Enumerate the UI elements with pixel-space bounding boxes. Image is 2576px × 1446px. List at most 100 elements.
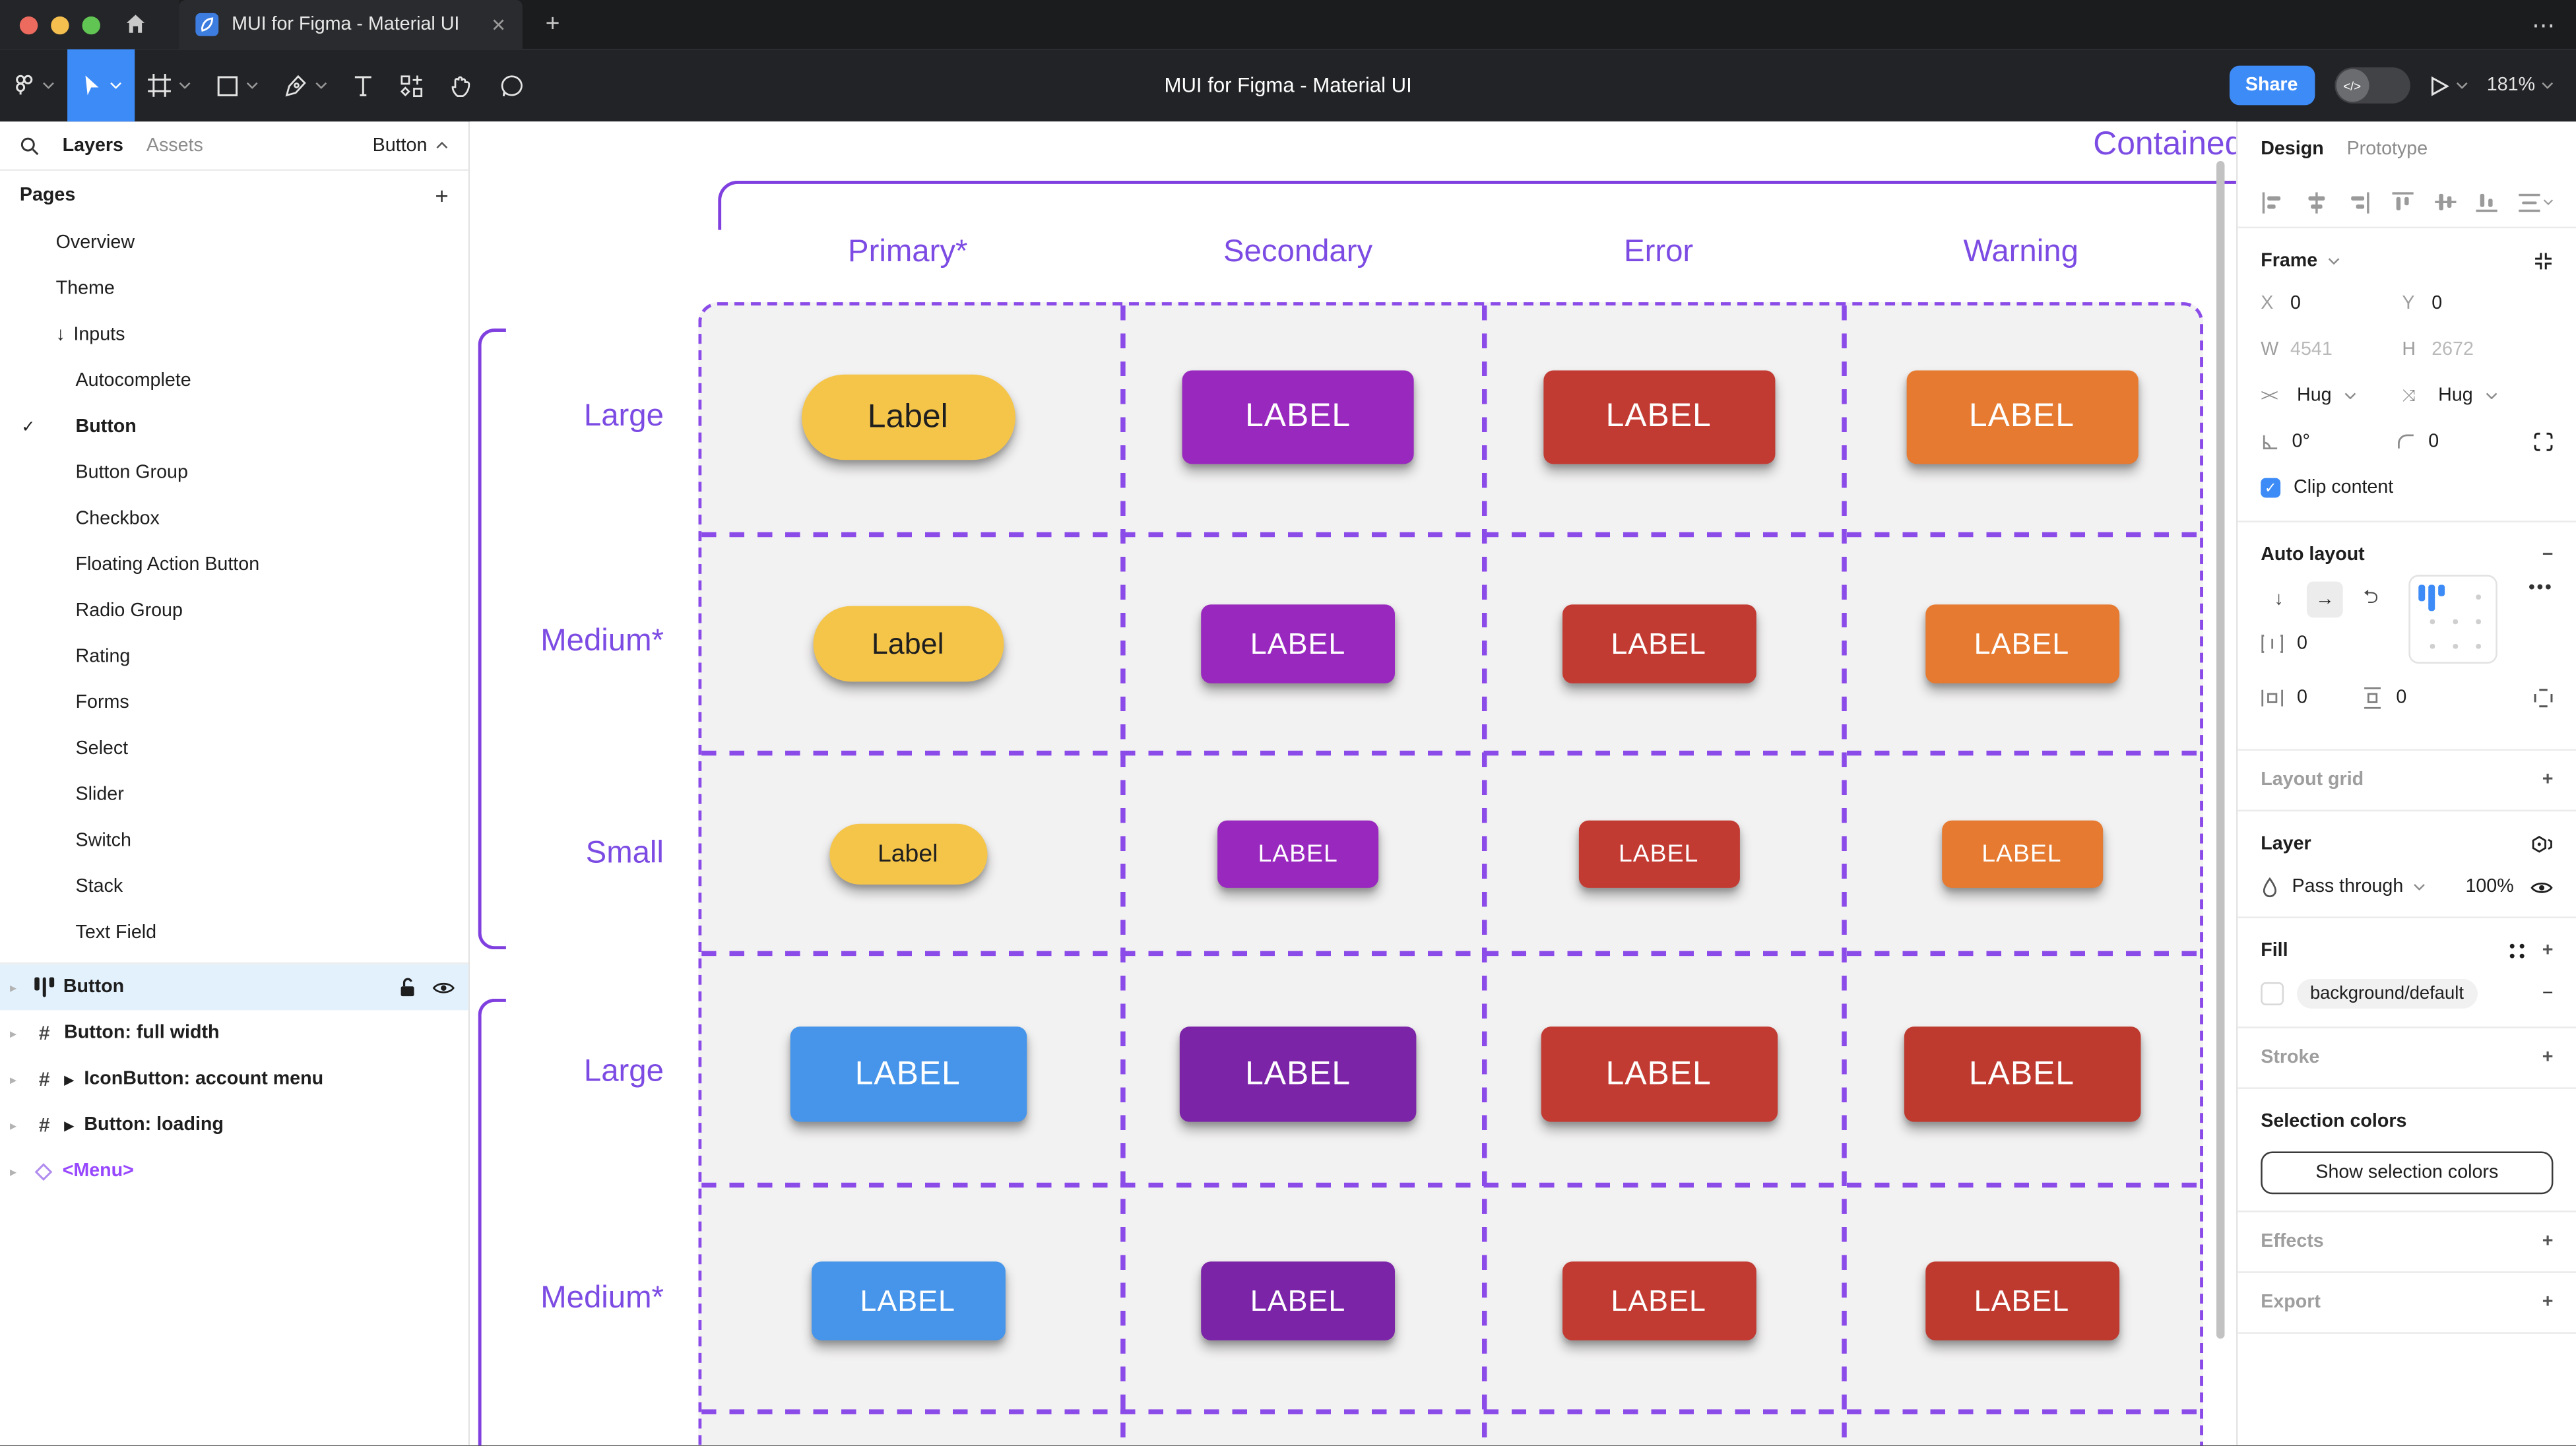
column-header-primary[interactable]: Primary* (848, 235, 968, 270)
sidebar-page-switch[interactable]: Switch (0, 818, 468, 864)
canvas-button-medium-red[interactable]: LABEL (1561, 604, 1756, 683)
frame-tool[interactable] (135, 49, 204, 122)
sidebar-page-rating[interactable]: Rating (0, 634, 468, 680)
align-right-icon[interactable] (2348, 191, 2371, 213)
layer-row--menu-[interactable]: ▸ <Menu> (0, 1148, 468, 1195)
height-input[interactable]: 2672 (2431, 340, 2474, 360)
canvas-button-large-red[interactable]: LABEL (1543, 370, 1775, 464)
layer-row-button-full-width[interactable]: ▸ # Button: full width (0, 1010, 468, 1056)
row-label[interactable]: Large (583, 1054, 664, 1089)
rotation-input[interactable]: 0° (2261, 432, 2397, 452)
direction-vertical-button[interactable]: ↓ (2274, 589, 2284, 610)
search-icon[interactable] (20, 135, 40, 155)
column-header-error[interactable]: Error (1624, 235, 1694, 270)
sidebar-page-forms[interactable]: Forms (0, 680, 468, 726)
add-stroke-button[interactable]: + (2542, 1048, 2554, 1068)
expand-chevron-icon[interactable]: ▸ (9, 1164, 16, 1179)
page-selector[interactable]: Button (373, 135, 449, 155)
canvas-button-large-purple[interactable]: LABEL (1182, 370, 1414, 464)
window-more-icon[interactable]: ⋯ (2532, 11, 2557, 38)
sidebar-page-checkbox[interactable]: Checkbox (0, 496, 468, 542)
fill-row[interactable]: background/default − (2261, 971, 2553, 1017)
distribute-icon[interactable] (2519, 191, 2553, 212)
y-input[interactable]: 0 (2431, 294, 2443, 314)
add-export-button[interactable]: + (2542, 1292, 2554, 1313)
new-tab-button[interactable]: + (545, 9, 560, 38)
independent-corners-icon[interactable] (2534, 432, 2554, 452)
sidebar-page-radio-group[interactable]: Radio Group (0, 588, 468, 634)
tab-layers[interactable]: Layers (62, 135, 123, 156)
direction-horizontal-button[interactable]: → (2306, 581, 2343, 618)
direction-wrap-button[interactable]: ⮌ (2363, 587, 2379, 608)
canvas-button-medium-purple[interactable]: LABEL (1201, 604, 1396, 683)
alignment-grid[interactable] (2408, 575, 2497, 664)
canvas-button-medium-yellow[interactable]: Label (812, 606, 1004, 682)
remove-auto-layout-button[interactable]: − (2542, 545, 2554, 565)
home-icon[interactable] (125, 13, 146, 34)
add-effect-button[interactable]: + (2542, 1232, 2554, 1252)
add-page-button[interactable]: + (435, 182, 449, 209)
blend-mode-select[interactable]: Pass through (2292, 877, 2404, 897)
text-tool[interactable] (340, 49, 386, 122)
canvas-button-large-red[interactable]: LABEL (1540, 1026, 1777, 1122)
canvas-button-medium-deep_purple[interactable]: LABEL (1201, 1261, 1396, 1340)
present-button[interactable] (2430, 75, 2467, 96)
sidebar-page-slider[interactable]: Slider (0, 772, 468, 818)
traffic-light[interactable] (82, 15, 100, 34)
sidebar-page-overview[interactable]: Overview (0, 220, 468, 267)
expand-chevron-icon[interactable]: ▸ (9, 980, 16, 995)
blend-mode-icon[interactable] (2530, 834, 2554, 855)
sidebar-page-button-group[interactable]: Button Group (0, 450, 468, 496)
fill-style-name[interactable]: background/default (2297, 979, 2477, 1009)
show-selection-colors-button[interactable]: Show selection colors (2261, 1151, 2554, 1195)
hand-tool[interactable] (437, 49, 486, 122)
add-layout-grid-button[interactable]: + (2542, 770, 2554, 790)
resources-tool[interactable] (386, 49, 437, 122)
sidebar-page-button[interactable]: ✓ Button (0, 404, 468, 451)
canvas-button-small-red[interactable]: LABEL (1578, 820, 1739, 888)
align-v-center-icon[interactable] (2434, 191, 2456, 214)
eye-icon[interactable] (432, 980, 455, 994)
styles-icon[interactable] (2509, 943, 2526, 959)
remove-fill-button[interactable]: − (2542, 984, 2554, 1004)
tab-close-icon[interactable]: ✕ (490, 15, 506, 36)
auto-layout-more-icon[interactable]: ••• (2528, 578, 2554, 598)
comment-tool[interactable] (486, 49, 537, 122)
tab-prototype[interactable]: Prototype (2346, 139, 2428, 160)
sidebar-page-select[interactable]: Select (0, 726, 468, 772)
expand-chevron-icon[interactable]: ▸ (9, 1117, 16, 1133)
sidebar-page-theme[interactable]: Theme (0, 266, 468, 312)
clip-content-row[interactable]: ✓ Clip content (2261, 465, 2553, 511)
vertical-padding-input[interactable]: 0 (2364, 687, 2406, 710)
gap-input[interactable]: 0 (2261, 634, 2307, 654)
frame-section-title[interactable]: Frame (2261, 251, 2318, 271)
x-input[interactable]: 0 (2290, 294, 2302, 314)
independent-padding-icon[interactable] (2534, 688, 2554, 708)
row-label[interactable]: Medium* (540, 1281, 664, 1316)
lock-open-icon[interactable] (399, 978, 416, 997)
add-fill-button[interactable]: + (2542, 941, 2554, 961)
file-tab[interactable]: MUI for Figma - Material UI ✕ (179, 0, 523, 49)
row-label[interactable]: Large (583, 399, 664, 434)
collapse-icon[interactable] (2534, 251, 2554, 271)
sidebar-page-stack[interactable]: Stack (0, 864, 468, 910)
layer-row-iconbutton-account-menu[interactable]: ▸ # ▶ IconButton: account menu (0, 1056, 468, 1102)
column-header-warning[interactable]: Warning (1963, 235, 2078, 270)
clip-content-checkbox[interactable]: ✓ (2261, 478, 2281, 498)
layer-row-button[interactable]: ▸ Button (0, 964, 468, 1011)
column-header-secondary[interactable]: Secondary (1223, 235, 1373, 270)
move-tool-selected[interactable] (67, 49, 135, 122)
align-bottom-icon[interactable] (2476, 191, 2498, 214)
row-label[interactable]: Medium* (540, 624, 664, 659)
shape-tool[interactable] (204, 49, 271, 122)
traffic-light[interactable] (51, 15, 69, 34)
canvas-button-medium-orange[interactable]: LABEL (1925, 604, 2119, 683)
canvas-button-large-dark_red[interactable]: LABEL (1903, 1026, 2141, 1122)
canvas-button-small-orange[interactable]: LABEL (1941, 820, 2102, 888)
dev-mode-toggle[interactable]: </> (2334, 67, 2410, 104)
canvas[interactable]: Contained Primary* Secondary Error Warning … (470, 121, 2236, 1446)
pen-tool[interactable] (271, 49, 340, 122)
canvas-button-medium-blue[interactable]: LABEL (810, 1261, 1005, 1340)
canvas-button-small-purple[interactable]: LABEL (1217, 820, 1379, 888)
share-button[interactable]: Share (2228, 65, 2315, 106)
